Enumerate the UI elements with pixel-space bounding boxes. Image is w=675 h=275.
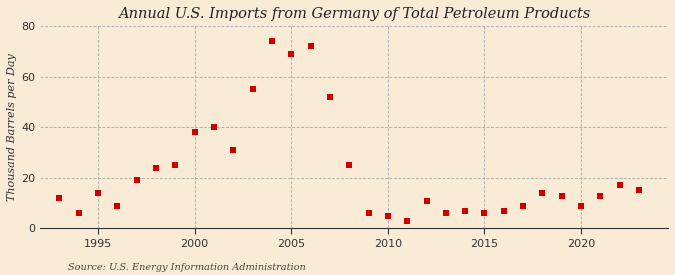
Point <box>286 52 297 56</box>
Point <box>383 214 394 218</box>
Point <box>460 208 470 213</box>
Point <box>325 95 335 99</box>
Point <box>634 188 645 193</box>
Point <box>595 193 606 198</box>
Point <box>421 198 432 203</box>
Point <box>498 208 509 213</box>
Point <box>170 163 181 167</box>
Point <box>92 191 103 195</box>
Point <box>247 87 258 92</box>
Point <box>112 204 123 208</box>
Point <box>151 166 161 170</box>
Point <box>556 193 567 198</box>
Point <box>209 125 219 130</box>
Point <box>363 211 374 215</box>
Point <box>267 39 277 44</box>
Point <box>189 130 200 134</box>
Point <box>614 183 625 188</box>
Point <box>441 211 452 215</box>
Point <box>518 204 529 208</box>
Point <box>537 191 548 195</box>
Point <box>344 163 354 167</box>
Point <box>228 148 239 152</box>
Text: Source: U.S. Energy Information Administration: Source: U.S. Energy Information Administ… <box>68 263 305 272</box>
Y-axis label: Thousand Barrels per Day: Thousand Barrels per Day <box>7 53 17 201</box>
Title: Annual U.S. Imports from Germany of Total Petroleum Products: Annual U.S. Imports from Germany of Tota… <box>118 7 590 21</box>
Point <box>402 219 412 223</box>
Point <box>74 211 84 215</box>
Point <box>54 196 65 200</box>
Point <box>576 204 587 208</box>
Point <box>305 44 316 49</box>
Point <box>132 178 142 183</box>
Point <box>479 211 490 215</box>
